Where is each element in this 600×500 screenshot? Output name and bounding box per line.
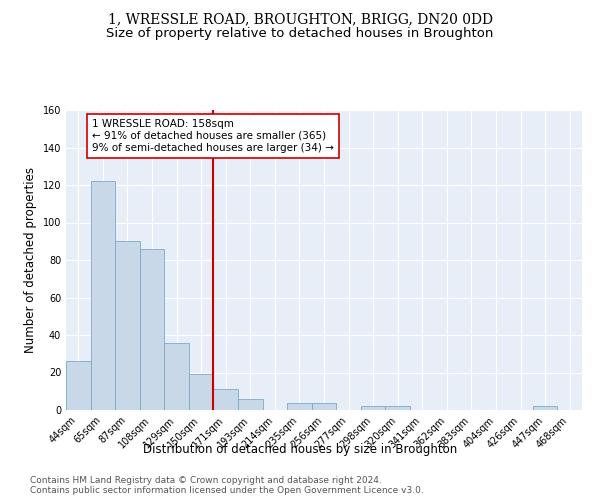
Text: Size of property relative to detached houses in Broughton: Size of property relative to detached ho… xyxy=(106,28,494,40)
Bar xyxy=(214,390,238,410)
Text: Distribution of detached houses by size in Broughton: Distribution of detached houses by size … xyxy=(143,442,457,456)
Bar xyxy=(91,181,115,410)
Text: 1, WRESSLE ROAD, BROUGHTON, BRIGG, DN20 0DD: 1, WRESSLE ROAD, BROUGHTON, BRIGG, DN20 … xyxy=(107,12,493,26)
Bar xyxy=(140,248,164,410)
Bar xyxy=(533,406,557,410)
Bar xyxy=(115,242,140,410)
Bar xyxy=(287,402,312,410)
Bar xyxy=(238,399,263,410)
Text: Contains HM Land Registry data © Crown copyright and database right 2024.
Contai: Contains HM Land Registry data © Crown c… xyxy=(30,476,424,495)
Text: 1 WRESSLE ROAD: 158sqm
← 91% of detached houses are smaller (365)
9% of semi-det: 1 WRESSLE ROAD: 158sqm ← 91% of detached… xyxy=(92,120,334,152)
Bar xyxy=(189,374,214,410)
Bar xyxy=(164,342,189,410)
Bar xyxy=(66,361,91,410)
Bar xyxy=(361,406,385,410)
Y-axis label: Number of detached properties: Number of detached properties xyxy=(24,167,37,353)
Bar xyxy=(385,406,410,410)
Bar xyxy=(312,402,336,410)
